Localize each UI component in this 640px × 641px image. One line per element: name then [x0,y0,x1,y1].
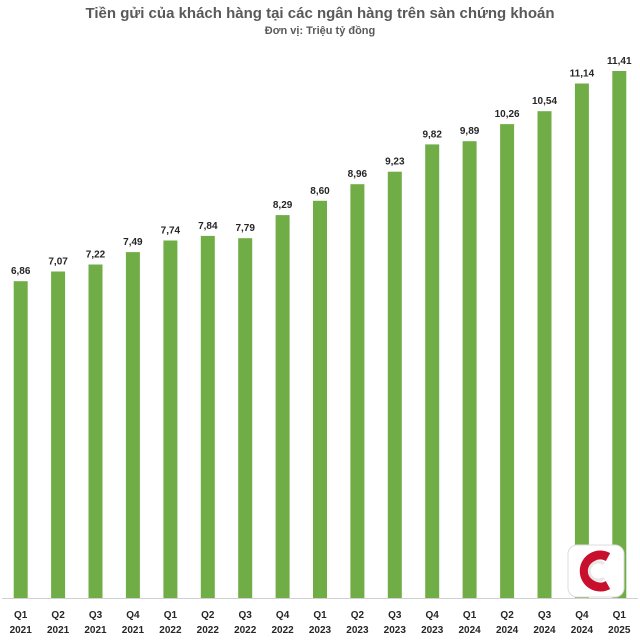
x-tick-label-quarter: Q2 [51,610,65,621]
x-tick-label-year: 2022 [197,625,220,636]
data-label: 9,23 [385,157,405,168]
x-tick-label-quarter: Q3 [538,610,552,621]
x-tick-label-quarter: Q1 [313,610,327,621]
bar [200,235,215,598]
data-label: 9,82 [422,129,442,140]
data-label: 7,07 [48,257,68,268]
data-label: 10,26 [495,109,520,120]
data-label: 7,49 [123,237,143,248]
x-tick-label-year: 2022 [159,625,182,636]
data-label: 7,84 [198,221,218,232]
x-tick-label-quarter: Q1 [14,610,28,621]
bar [537,111,552,598]
bar [238,238,253,598]
x-tick-label-year: 2022 [271,625,294,636]
x-tick-label-year: 2021 [47,625,70,636]
bar [612,71,627,598]
bar [350,184,365,598]
x-tick-label-year: 2024 [496,625,519,636]
bar [13,281,28,598]
bar [313,200,327,599]
chart-title: Tiền gửi của khách hàng tại các ngân hàn… [85,5,554,22]
chart-subtitle: Đơn vị: Triệu tỷ đồng [265,25,376,37]
x-tick-labels-group: Q1 2021 Q2 2021 Q3 2021 Q4 2021 Q1 2022 Q2 2022 Q3 20… [10,610,631,636]
bar [387,171,402,598]
x-tick-label-year: 2023 [384,625,407,636]
x-tick-label-quarter: Q1 [613,610,627,621]
x-tick-label-year: 2023 [421,625,444,636]
x-tick-label-quarter: Q3 [239,610,253,621]
x-tick-label-quarter: Q3 [388,610,402,621]
c-logo-icon [567,544,625,598]
bar [462,141,477,598]
bar [500,124,515,598]
x-tick-label-quarter: Q1 [164,610,178,621]
data-label: 7,22 [86,250,106,261]
x-tick-label-quarter: Q2 [351,610,365,621]
data-label: 9,89 [460,126,480,137]
x-tick-label-year: 2022 [234,625,257,636]
x-tick-label-year: 2023 [346,625,369,636]
x-tick-label-quarter: Q4 [126,610,140,621]
x-tick-label-year: 2023 [309,625,332,636]
x-tick-label-quarter: Q4 [426,610,440,621]
x-tick-label-year: 2024 [458,625,481,636]
bar [163,240,178,598]
bars-group [13,71,627,599]
x-tick-label-year: 2021 [84,625,107,636]
x-tick-label-quarter: Q3 [89,610,103,621]
bar [125,252,140,598]
data-label: 8,60 [310,186,330,197]
x-tick-label-year: 2024 [533,625,556,636]
data-label: 6,86 [11,266,31,277]
data-label: 7,79 [235,223,255,234]
x-tick-label-year: 2021 [10,625,33,636]
x-tick-label-quarter: Q4 [575,610,589,621]
x-tick-label-quarter: Q1 [463,610,477,621]
data-label: 11,41 [607,56,632,67]
bar [574,83,589,598]
bar [275,215,290,598]
data-label: 10,54 [532,96,557,107]
data-label: 7,74 [161,226,181,237]
data-label: 11,14 [570,69,595,80]
x-tick-label-year: 2025 [608,625,631,636]
bar [88,264,103,598]
bar [425,144,440,598]
x-tick-label-quarter: Q2 [500,610,514,621]
x-tick-label-year: 2024 [571,625,594,636]
bar [51,271,66,598]
x-tick-label-quarter: Q2 [201,610,215,621]
data-labels-group: 6,86 7,07 7,22 7,49 7,74 7,84 7,79 8,29 8,60 8,96… [11,56,632,277]
data-label: 8,29 [273,200,293,211]
data-label: 8,96 [348,169,368,180]
x-tick-label-year: 2021 [122,625,145,636]
x-tick-label-quarter: Q4 [276,610,290,621]
